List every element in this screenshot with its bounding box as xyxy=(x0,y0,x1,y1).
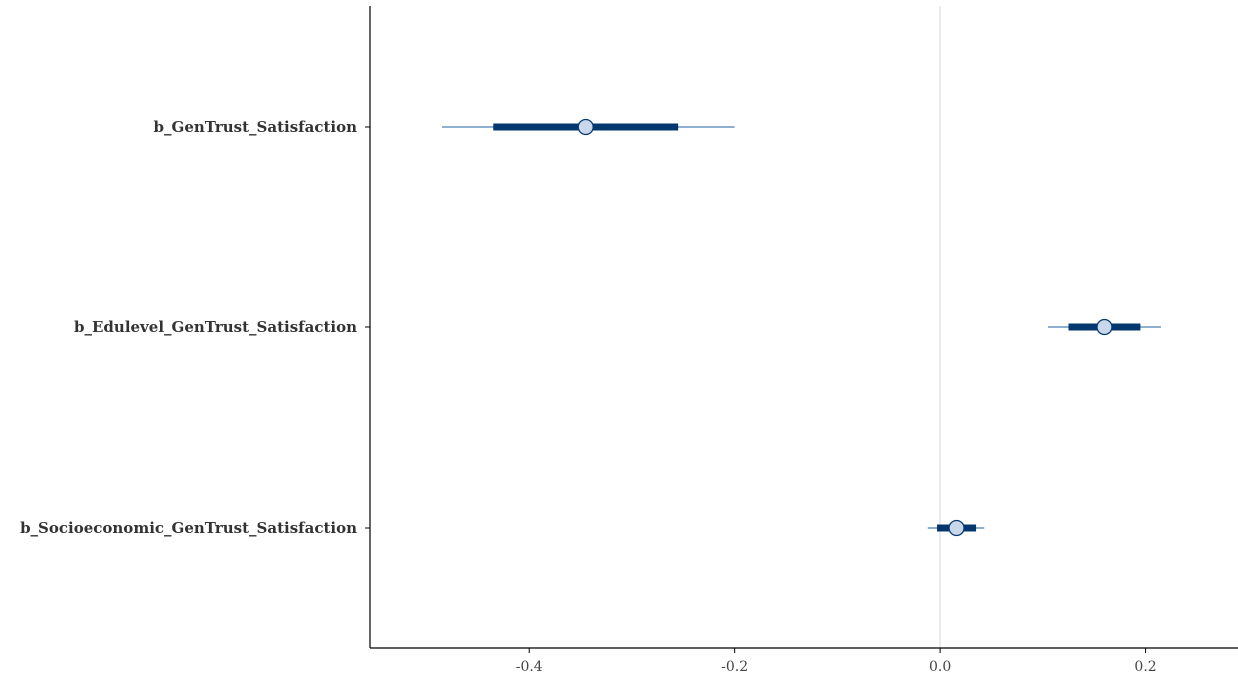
x-tick-label: 0.2 xyxy=(1134,659,1156,675)
y-tick-label: b_Socioeconomic_GenTrust_Satisfaction xyxy=(20,519,357,537)
y-tick-label: b_GenTrust_Satisfaction xyxy=(154,118,358,136)
x-tick-label: -0.4 xyxy=(516,659,543,675)
point-estimate xyxy=(1096,318,1113,336)
y-tick-label: b_Edulevel_GenTrust_Satisfaction xyxy=(74,318,357,336)
point-estimate xyxy=(577,118,594,136)
point-estimate xyxy=(948,519,965,537)
x-tick-label: -0.2 xyxy=(721,659,748,675)
x-tick-label: 0.0 xyxy=(929,659,951,675)
